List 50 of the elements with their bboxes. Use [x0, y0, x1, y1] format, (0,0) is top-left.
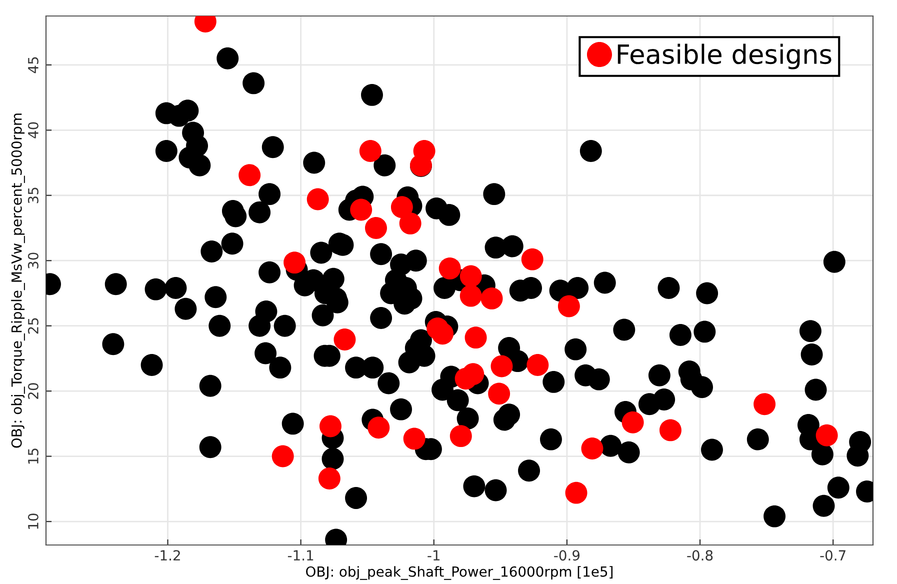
y-tick-label: 10 — [28, 514, 38, 529]
point — [238, 164, 261, 186]
point — [462, 363, 484, 386]
y-axis-title: OBJ: obj_Torque_Ripple_MsVw_percent_5000rpm — [11, 114, 25, 448]
y-tick-label: 20 — [28, 383, 38, 399]
point — [403, 428, 426, 450]
point — [318, 467, 340, 490]
y-tick-label: 30 — [28, 252, 38, 268]
point — [272, 445, 294, 468]
point — [320, 415, 342, 438]
point — [350, 198, 372, 221]
x-tick-label: -1.2 — [154, 550, 180, 560]
y-tick-label: 40 — [28, 122, 38, 138]
point — [480, 287, 503, 310]
y-tick-label: 25 — [28, 318, 38, 334]
y-tick-label: 35 — [28, 188, 38, 204]
point — [450, 425, 472, 448]
point — [816, 424, 838, 446]
x-tick-label: -0.9 — [554, 550, 580, 561]
x-axis-title: OBJ: obj_peak_Shaft_Power_16000rpm [1e5] — [306, 566, 613, 580]
point — [368, 416, 390, 439]
point — [622, 411, 644, 434]
x-tick-label: -1 — [428, 550, 440, 560]
point — [659, 419, 682, 442]
point — [365, 217, 387, 239]
legend-label: Feasible designs — [618, 44, 832, 70]
point — [565, 482, 588, 504]
y-tick-label: 45 — [28, 57, 38, 74]
point — [490, 355, 513, 378]
point — [359, 140, 382, 162]
x-tick-label: -1.1 — [288, 550, 314, 560]
x-tick-label: -0.8 — [687, 550, 713, 561]
x-tick-label: -0.7 — [820, 550, 846, 561]
point — [464, 326, 487, 349]
point — [488, 382, 510, 405]
point — [581, 437, 604, 460]
point — [390, 196, 413, 218]
point — [521, 248, 544, 270]
point — [460, 284, 482, 307]
point — [438, 257, 461, 280]
point — [558, 295, 580, 318]
point — [460, 265, 482, 288]
point — [334, 328, 356, 351]
point — [432, 322, 454, 345]
point — [526, 354, 549, 376]
point — [284, 252, 306, 274]
point — [754, 393, 776, 416]
y-tick-label: 15 — [28, 448, 38, 464]
point — [306, 188, 329, 210]
point — [399, 212, 422, 234]
